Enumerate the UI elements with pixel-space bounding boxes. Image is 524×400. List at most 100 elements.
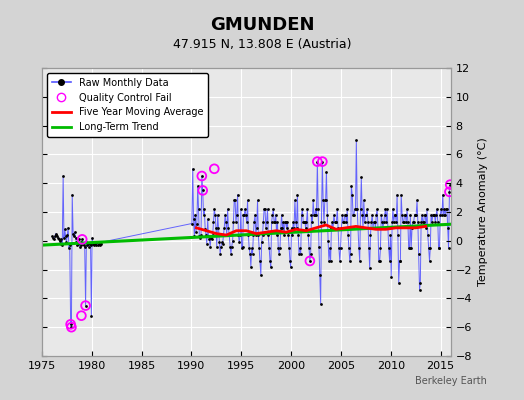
Point bbox=[200, 206, 209, 212]
Point bbox=[241, 206, 249, 212]
Point bbox=[412, 212, 420, 218]
Point bbox=[199, 212, 208, 218]
Point bbox=[347, 183, 356, 189]
Point bbox=[250, 219, 258, 225]
Point bbox=[219, 240, 227, 247]
Point bbox=[336, 245, 345, 251]
Point bbox=[439, 212, 447, 218]
Point bbox=[255, 245, 264, 251]
Point bbox=[301, 219, 309, 225]
Point bbox=[377, 212, 386, 218]
Point bbox=[296, 245, 304, 251]
Point bbox=[75, 243, 84, 250]
Point bbox=[227, 243, 236, 250]
Point bbox=[266, 258, 274, 264]
Point bbox=[242, 212, 250, 218]
Point bbox=[244, 232, 253, 238]
Point bbox=[386, 258, 394, 264]
Point bbox=[53, 233, 61, 240]
Point bbox=[328, 219, 336, 225]
Point bbox=[254, 232, 263, 238]
Point bbox=[343, 206, 352, 212]
Point bbox=[407, 245, 416, 251]
Point bbox=[268, 212, 277, 218]
Point bbox=[51, 230, 60, 237]
Point bbox=[217, 243, 225, 250]
Point bbox=[236, 232, 244, 238]
Point bbox=[386, 232, 395, 238]
Point bbox=[416, 279, 424, 286]
Point bbox=[406, 212, 414, 218]
Point bbox=[423, 232, 432, 238]
Point bbox=[307, 250, 315, 257]
Point bbox=[344, 232, 352, 238]
Point bbox=[243, 219, 251, 225]
Point bbox=[389, 219, 398, 225]
Point bbox=[379, 225, 387, 231]
Point bbox=[286, 258, 294, 264]
Y-axis label: Temperature Anomaly (°C): Temperature Anomaly (°C) bbox=[477, 138, 487, 286]
Point bbox=[192, 229, 200, 235]
Point bbox=[355, 245, 363, 251]
Point bbox=[325, 245, 334, 251]
Point bbox=[203, 216, 212, 222]
Point bbox=[359, 225, 367, 231]
Point bbox=[94, 242, 102, 248]
Point bbox=[387, 274, 396, 280]
Point bbox=[71, 235, 80, 241]
Point bbox=[271, 219, 279, 225]
Point bbox=[240, 212, 248, 218]
Point bbox=[341, 212, 349, 218]
Point bbox=[78, 236, 86, 242]
Point bbox=[423, 206, 431, 212]
Point bbox=[234, 232, 243, 238]
Point bbox=[416, 286, 424, 293]
Point bbox=[264, 206, 272, 212]
Point bbox=[196, 235, 204, 241]
Point bbox=[216, 250, 224, 257]
Point bbox=[81, 302, 90, 309]
Point bbox=[58, 242, 67, 248]
Point bbox=[380, 212, 389, 218]
Point bbox=[374, 225, 382, 231]
Point bbox=[417, 219, 425, 225]
Point bbox=[277, 212, 286, 218]
Point bbox=[330, 212, 338, 218]
Point bbox=[400, 212, 409, 218]
Point bbox=[68, 192, 77, 198]
Point bbox=[419, 219, 427, 225]
Point bbox=[260, 206, 268, 212]
Point bbox=[279, 219, 288, 225]
Point bbox=[86, 242, 95, 248]
Point bbox=[225, 232, 233, 238]
Point bbox=[393, 192, 401, 198]
Point bbox=[233, 192, 242, 198]
Point bbox=[298, 206, 307, 212]
Point bbox=[222, 219, 230, 225]
Point bbox=[283, 219, 292, 225]
Point bbox=[405, 245, 413, 251]
Point bbox=[93, 239, 101, 246]
Point bbox=[436, 212, 444, 218]
Point bbox=[353, 206, 362, 212]
Point bbox=[64, 225, 72, 231]
Point bbox=[70, 233, 78, 240]
Point bbox=[85, 243, 93, 250]
Point bbox=[61, 226, 69, 232]
Point bbox=[198, 173, 206, 179]
Point bbox=[209, 219, 217, 225]
Point bbox=[237, 245, 246, 251]
Point bbox=[229, 219, 237, 225]
Point bbox=[213, 212, 222, 218]
Point bbox=[406, 245, 414, 251]
Point bbox=[419, 219, 428, 225]
Point bbox=[441, 212, 450, 218]
Point bbox=[428, 219, 436, 225]
Point bbox=[334, 225, 342, 231]
Point bbox=[376, 258, 384, 264]
Point bbox=[60, 235, 68, 241]
Point bbox=[399, 219, 408, 225]
Point bbox=[383, 206, 391, 212]
Point bbox=[95, 240, 103, 247]
Point bbox=[67, 324, 75, 330]
